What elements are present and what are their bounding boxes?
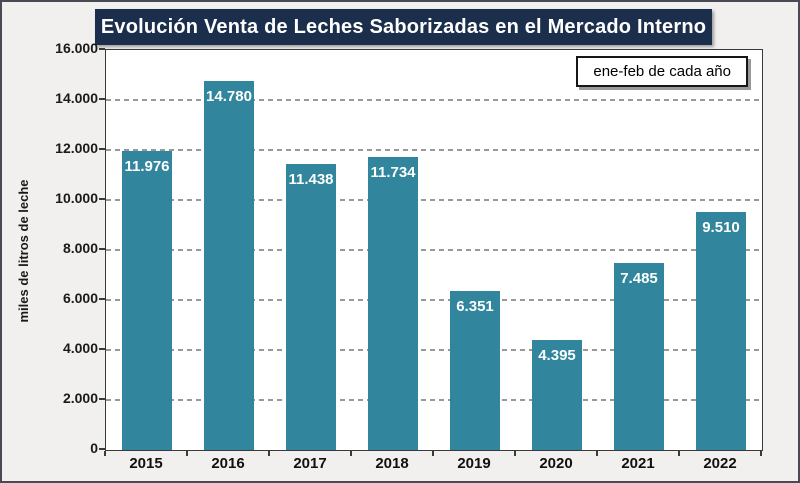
x-tick-label-2015: 2015 bbox=[129, 455, 163, 472]
gridline-4000 bbox=[106, 349, 762, 351]
x-tick-mark bbox=[432, 451, 434, 456]
bar-value-label: 6.351 bbox=[456, 298, 494, 316]
y-tick-mark bbox=[99, 448, 105, 450]
gridline-10000 bbox=[106, 199, 762, 201]
y-tick-mark bbox=[99, 298, 105, 300]
y-tick-label-14.000: 14.000 bbox=[55, 90, 98, 106]
gridline-14000 bbox=[106, 99, 762, 101]
bar-value-label: 7.485 bbox=[620, 269, 658, 287]
legend-box: ene-feb de cada año bbox=[576, 56, 748, 87]
x-tick-mark bbox=[514, 451, 516, 456]
bar-value-label: 11.438 bbox=[288, 171, 334, 189]
x-tick-label-2022: 2022 bbox=[703, 455, 737, 472]
x-tick-mark bbox=[186, 451, 188, 456]
chart-title: Evolución Venta de Leches Saborizadas en… bbox=[95, 9, 712, 45]
bar-2022: 9.510 bbox=[696, 212, 746, 450]
y-tick-label-8.000: 8.000 bbox=[62, 240, 98, 256]
y-tick-mark bbox=[99, 348, 105, 350]
x-tick-mark bbox=[678, 451, 680, 456]
y-tick-label-12.000: 12.000 bbox=[55, 140, 98, 156]
x-tick-mark bbox=[350, 451, 352, 456]
bar-2019: 6.351 bbox=[450, 291, 500, 450]
bar-value-label: 11.976 bbox=[124, 157, 170, 175]
y-tick-label-10.000: 10.000 bbox=[55, 190, 98, 206]
y-tick-label-0: 0 bbox=[90, 440, 98, 456]
gridline-2000 bbox=[106, 399, 762, 401]
bar-value-label: 11.734 bbox=[370, 163, 416, 181]
bar-2021: 7.485 bbox=[614, 262, 664, 450]
legend-label: ene-feb de cada año bbox=[593, 63, 731, 80]
x-tick-mark bbox=[268, 451, 270, 456]
bar-2020: 4.395 bbox=[532, 340, 582, 450]
y-tick-mark bbox=[99, 248, 105, 250]
y-tick-label-2.000: 2.000 bbox=[62, 390, 98, 406]
bar-2016: 14.780 bbox=[204, 80, 254, 450]
y-tick-mark bbox=[99, 198, 105, 200]
x-tick-mark bbox=[104, 451, 106, 456]
y-tick-mark bbox=[99, 148, 105, 150]
gridline-12000 bbox=[106, 149, 762, 151]
gridline-8000 bbox=[106, 249, 762, 251]
y-tick-label-4.000: 4.000 bbox=[62, 340, 98, 356]
x-tick-label-2019: 2019 bbox=[457, 455, 491, 472]
y-tick-label-16.000: 16.000 bbox=[55, 40, 98, 56]
x-tick-label-2021: 2021 bbox=[621, 455, 655, 472]
x-tick-label-2017: 2017 bbox=[293, 455, 327, 472]
x-tick-mark bbox=[760, 451, 762, 456]
x-tick-label-2016: 2016 bbox=[211, 455, 245, 472]
x-tick-label-2020: 2020 bbox=[539, 455, 573, 472]
bar-2015: 11.976 bbox=[122, 150, 172, 450]
y-tick-mark bbox=[99, 398, 105, 400]
bar-value-label: 14.780 bbox=[206, 87, 252, 105]
bar-2018: 11.734 bbox=[368, 156, 418, 450]
x-tick-label-2018: 2018 bbox=[375, 455, 409, 472]
y-tick-mark bbox=[99, 48, 105, 50]
x-tick-mark bbox=[596, 451, 598, 456]
bar-2017: 11.438 bbox=[286, 164, 336, 450]
bar-value-label: 9.510 bbox=[702, 219, 740, 237]
y-tick-mark bbox=[99, 98, 105, 100]
gridline-6000 bbox=[106, 299, 762, 301]
plot-area: 11.976 14.780 11.438 11.734 6.351 4.395 7.485 9… bbox=[105, 49, 763, 451]
y-tick-label-6.000: 6.000 bbox=[62, 290, 98, 306]
bar-value-label: 4.395 bbox=[538, 347, 576, 365]
